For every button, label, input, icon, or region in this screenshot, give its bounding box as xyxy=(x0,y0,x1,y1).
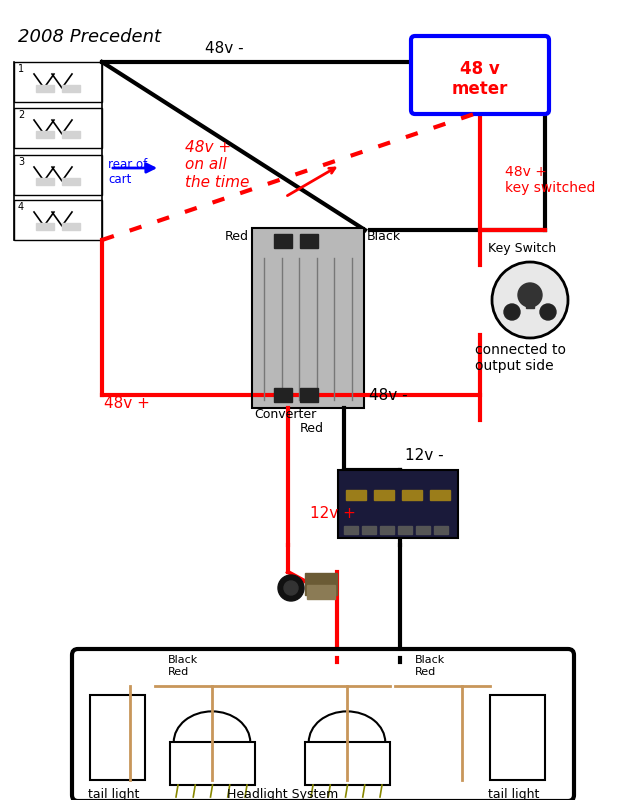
Text: tail light: tail light xyxy=(488,788,539,800)
Bar xyxy=(344,526,358,534)
Bar xyxy=(362,526,376,534)
Circle shape xyxy=(518,283,542,307)
Text: tail light: tail light xyxy=(88,788,139,800)
Bar xyxy=(62,131,80,138)
Bar xyxy=(490,695,545,780)
Bar xyxy=(307,585,335,599)
Text: 2008 Precedent: 2008 Precedent xyxy=(18,28,161,46)
Bar xyxy=(14,62,102,102)
Bar xyxy=(170,742,255,785)
Bar xyxy=(36,178,54,185)
Text: 2: 2 xyxy=(18,110,24,120)
Bar xyxy=(398,526,412,534)
Bar xyxy=(300,234,318,248)
Bar xyxy=(305,573,337,595)
Text: rear of
cart: rear of cart xyxy=(108,158,147,186)
Text: Red: Red xyxy=(168,667,189,677)
Text: connected to
output side: connected to output side xyxy=(475,342,566,373)
Text: Red: Red xyxy=(415,667,436,677)
FancyBboxPatch shape xyxy=(411,36,549,114)
Text: Converter: Converter xyxy=(254,408,316,421)
Circle shape xyxy=(540,304,556,320)
Text: 12v +: 12v + xyxy=(310,506,356,521)
Bar xyxy=(346,490,366,500)
Bar xyxy=(402,490,422,500)
Text: Black: Black xyxy=(415,655,445,665)
Circle shape xyxy=(492,262,568,338)
Bar xyxy=(374,490,394,500)
Bar xyxy=(416,526,430,534)
Bar xyxy=(380,526,394,534)
Bar xyxy=(252,228,364,408)
Bar xyxy=(338,470,458,538)
Text: 3: 3 xyxy=(18,157,24,167)
Text: 48v +
on all
the time: 48v + on all the time xyxy=(185,140,249,190)
Circle shape xyxy=(278,575,304,601)
Text: 48 v
meter: 48 v meter xyxy=(452,60,508,98)
Text: Red: Red xyxy=(300,422,324,435)
Bar xyxy=(62,223,80,230)
Text: Black: Black xyxy=(367,230,401,243)
Circle shape xyxy=(504,304,520,320)
Bar xyxy=(305,742,390,785)
Text: 48v +
key switched: 48v + key switched xyxy=(505,165,596,195)
Bar xyxy=(14,108,102,148)
Bar xyxy=(36,223,54,230)
Text: 48v -: 48v - xyxy=(369,388,408,403)
Bar xyxy=(90,695,145,780)
Text: 12v -: 12v - xyxy=(405,448,444,463)
Text: 48v -: 48v - xyxy=(205,41,244,56)
Text: 4: 4 xyxy=(18,202,24,212)
Bar xyxy=(430,490,450,500)
Bar xyxy=(14,155,102,195)
Text: Red: Red xyxy=(225,230,249,243)
Bar xyxy=(62,178,80,185)
Bar xyxy=(274,234,292,248)
Text: Headlight System: Headlight System xyxy=(227,788,339,800)
Bar xyxy=(434,526,448,534)
Bar xyxy=(274,388,292,402)
Text: 48v +: 48v + xyxy=(104,396,150,411)
Bar xyxy=(300,388,318,402)
Bar xyxy=(14,200,102,240)
Text: Black: Black xyxy=(168,655,198,665)
Text: Key Switch: Key Switch xyxy=(488,242,556,255)
Bar xyxy=(36,85,54,92)
Bar xyxy=(526,294,534,308)
Text: 1: 1 xyxy=(18,64,24,74)
Bar xyxy=(62,85,80,92)
FancyBboxPatch shape xyxy=(72,649,574,800)
Circle shape xyxy=(284,581,298,595)
Bar xyxy=(36,131,54,138)
